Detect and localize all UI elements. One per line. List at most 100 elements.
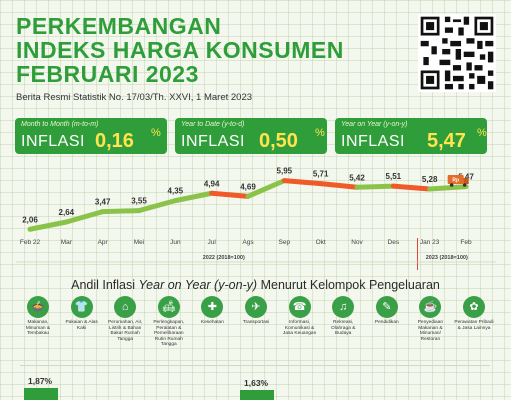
contrib-bar-label: 1,87% (28, 376, 53, 386)
card-caption: Year to Date (y-to-d) (181, 121, 245, 128)
expenditure-groups: 🍲 Makanan, Minuman & Tembakau 👕 Pakaian & A… (18, 296, 498, 354)
line-segment (281, 178, 324, 187)
title-line-1: PERKEMBANGAN (16, 13, 222, 39)
x-tick-label: Mei (134, 239, 144, 246)
x-tick-label: Mar (61, 239, 73, 246)
expenditure-group: ✿ Perawatan Pribadi & Jasa Lainnya (454, 296, 494, 331)
data-label: 5,47 (458, 173, 474, 182)
truck-wheel (462, 183, 467, 187)
bar-baseline (20, 365, 490, 366)
card-unit: % (477, 127, 487, 139)
line-segment (427, 184, 469, 192)
restaurant-icon: ☕ (419, 296, 442, 318)
line-segment (390, 183, 433, 192)
card-mtm-inflation: Month to Month (m-to-m) INFLASI 0,16 % (15, 118, 167, 154)
expenditure-group: 🛋 Perlengkapan, Peralatan & Pemeliharaan … (149, 296, 189, 348)
x-tick-label: Sep (279, 239, 291, 246)
line-segment (172, 190, 215, 204)
data-label: 2,06 (22, 215, 38, 224)
data-label: 4,69 (240, 182, 256, 191)
expenditure-group: ✎ Pendidikan (367, 296, 407, 326)
x-tick-label: Feb (460, 239, 472, 246)
line-segment (318, 181, 360, 190)
expenditure-group: ✈ Transportasi (236, 296, 276, 326)
plane-icon: ✈ (245, 296, 267, 318)
contrib-title-italic: Year on Year (y-on-y) (138, 278, 258, 292)
x-tick-label: Okt (316, 239, 326, 246)
card-unit: % (151, 127, 161, 139)
line-segment (209, 190, 251, 199)
expenditure-group-label: Perawatan Pribadi & Jasa Lainnya (454, 320, 494, 331)
data-label: 5,95 (277, 167, 293, 176)
personal-care-icon: ✿ (463, 296, 485, 318)
expenditure-group-label: Pendidikan (374, 320, 399, 325)
page-title: PERKEMBANGAN INDEKS HARGA KONSUMEN FEBRU… (16, 14, 416, 86)
title-line-3: FEBRUARI 2023 (16, 61, 199, 87)
expenditure-group: 👕 Pakaian & Alas Kaki (62, 296, 102, 331)
line-segment (354, 183, 396, 190)
expenditure-group-label: Perlengkapan, Peralatan & Pemeliharaan R… (153, 320, 185, 348)
expenditure-group-label: Transportasi (242, 320, 270, 325)
expenditure-group-label: Penyediaan Makanan & Minuman/ Restoran (417, 320, 444, 342)
expenditure-group-label: Pakaian & Alas Kaki (65, 320, 98, 331)
food-icon: 🍲 (27, 296, 49, 318)
health-icon: ✚ (201, 296, 224, 318)
line-segment (27, 219, 69, 232)
truck-icon (447, 175, 464, 184)
clothing-icon: 👕 (70, 296, 93, 318)
expenditure-group: ☎ Informasi, Komunikasi & Jasa Keuangan (280, 296, 320, 337)
truck-cab (463, 178, 469, 184)
expenditure-group-label: Kesehatan (200, 320, 224, 325)
card-caption: Year on Year (y-on-y) (341, 121, 408, 128)
truck-label: Rp (452, 178, 459, 184)
card-caption: Month to Month (m-to-m) (21, 121, 99, 128)
contrib-title: Andil Inflasi Year on Year (y-on-y) Menu… (0, 278, 511, 292)
card-label: INFLASI (181, 133, 245, 150)
data-label: 5,28 (422, 175, 438, 184)
furniture-icon: 🛋 (157, 296, 180, 318)
card-value: 0,16 (95, 130, 134, 152)
contrib-bar-label: 1,63% (244, 378, 269, 388)
expenditure-group: ✚ Kesehatan (192, 296, 232, 326)
card-label: INFLASI (341, 133, 405, 150)
qr-code-icon[interactable] (418, 14, 496, 92)
x-tick-label: Feb 22 (20, 239, 41, 246)
recreation-icon: ♫ (332, 296, 355, 318)
data-label: 5,71 (313, 170, 329, 179)
education-icon: ✎ (375, 296, 398, 318)
contrib-bar (24, 388, 58, 400)
expenditure-group: ♫ Rekreasi, Olahraga & Budaya (323, 296, 363, 337)
title-line-2: INDEKS HARGA KONSUMEN (16, 37, 344, 63)
expenditure-group-label: Informasi, Komunikasi & Jasa Keuangan (282, 320, 317, 337)
x-tick-label: Apr (98, 239, 109, 246)
line-segment (100, 208, 142, 215)
line-segment (63, 209, 106, 225)
expenditure-group: ⌂ Perumahan, Air, Listrik & Bahan Bakar R… (105, 296, 145, 342)
data-label: 2,64 (59, 208, 75, 217)
data-label: 4,94 (204, 179, 220, 188)
truck-wheel (449, 183, 454, 187)
inflation-line-chart: 2,06 Feb 22 2,64 Mar 3,47 Apr 3,55 Mei 4,35 Jun 4,… (16, 167, 496, 270)
contrib-title-prefix: Andil Inflasi (71, 278, 139, 292)
base-year-label: 2023 (2018=100) (426, 255, 468, 261)
expenditure-group-label: Makanan, Minuman & Tembakau (25, 320, 51, 337)
contrib-title-suffix: Menurut Kelompok Pengeluaran (257, 278, 440, 292)
data-label: 5,42 (349, 173, 365, 182)
card-value: 5,47 (427, 130, 466, 152)
card-yoy-inflation: Year on Year (y-on-y) INFLASI 5,47 % (335, 118, 487, 154)
data-label: 3,55 (131, 197, 147, 206)
x-tick-label: Jan 23 (420, 239, 440, 246)
line-segment (245, 178, 287, 199)
expenditure-group-label: Perumahan, Air, Listrik & Bahan Bakar Ru… (108, 320, 143, 342)
x-tick-label: Ags (242, 239, 254, 246)
card-ytd-inflation: Year to Date (y-to-d) INFLASI 0,50 % (175, 118, 327, 154)
line-segment (136, 198, 178, 214)
data-label: 3,47 (95, 198, 111, 207)
data-label: 5,51 (386, 172, 402, 181)
card-label: INFLASI (21, 133, 85, 150)
card-value: 0,50 (259, 130, 298, 152)
card-unit: % (315, 127, 325, 139)
contrib-bar (240, 390, 274, 400)
expenditure-group-label: Rekreasi, Olahraga & Budaya (331, 320, 356, 337)
expenditure-group: 🍲 Makanan, Minuman & Tembakau (18, 296, 58, 337)
